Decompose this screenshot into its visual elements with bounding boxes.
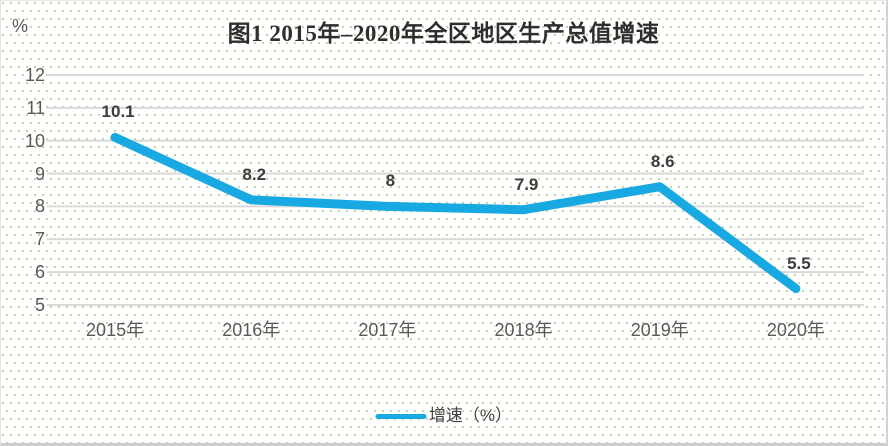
- data-label-2015年: 10.1: [101, 102, 135, 122]
- y-tick-label-7: 7: [34, 229, 45, 250]
- y-tick-label-11: 11: [26, 97, 45, 118]
- gridlines-group: [47, 74, 864, 306]
- x-tick-label-1: 2015年: [86, 320, 145, 340]
- x-tick-label-5: 2019年: [630, 320, 689, 340]
- legend-series-label: 增速（%）: [428, 406, 513, 425]
- data-label-2020年: 5.5: [787, 253, 811, 273]
- y-tick-label-5: 5: [34, 295, 45, 315]
- x-tick-label-6: 2020年: [766, 320, 825, 340]
- chart-title: 图1 2015年–2020年全区地区生产总值增速: [227, 21, 660, 46]
- data-label-2017年: 8: [385, 171, 396, 191]
- x-tick-label-3: 2017年: [358, 320, 417, 340]
- data-label-2019年: 8.6: [650, 151, 675, 171]
- y-tick-label-6: 6: [34, 262, 45, 283]
- y-tick-label-9: 9: [34, 163, 45, 184]
- legend: 增速（%）: [374, 405, 513, 427]
- x-tick-label-2: 2016年: [222, 320, 281, 340]
- y-tick-label-8: 8: [34, 196, 45, 217]
- growth-rate-line-series: [110, 132, 801, 294]
- y-axis-unit-label: %: [12, 16, 29, 36]
- data-label-2018年: 7.9: [514, 174, 539, 194]
- data-label-2016年: 8.2: [242, 164, 267, 184]
- y-tick-label-12: 12: [24, 65, 45, 85]
- x-tick-label-4: 2018年: [494, 320, 553, 340]
- y-tick-label-10: 10: [24, 130, 45, 151]
- legend-line-swatch: [374, 413, 426, 419]
